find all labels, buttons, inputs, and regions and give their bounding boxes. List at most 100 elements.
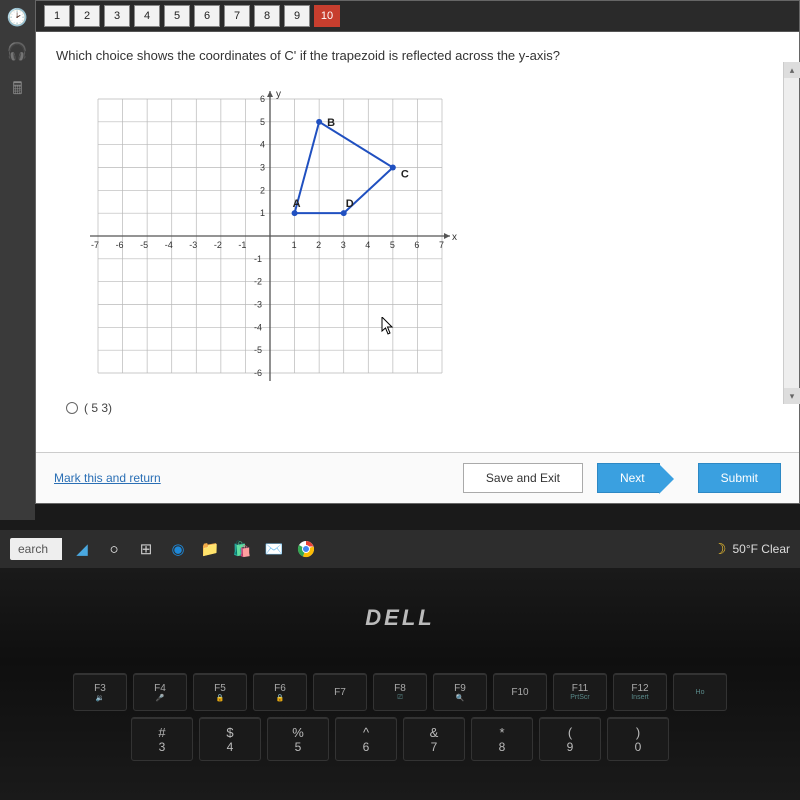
- explorer-icon[interactable]: 📁: [200, 539, 220, 559]
- svg-text:2: 2: [260, 185, 265, 195]
- svg-text:-2: -2: [214, 240, 222, 250]
- moon-icon: ☽: [713, 540, 726, 558]
- qnav-item-1[interactable]: 1: [44, 5, 70, 27]
- key-F6: F6🔒: [253, 673, 307, 711]
- store-icon[interactable]: 🛍️: [232, 539, 252, 559]
- svg-text:B: B: [327, 117, 335, 129]
- svg-text:6: 6: [260, 94, 265, 104]
- submit-button[interactable]: Submit: [698, 463, 781, 493]
- next-button[interactable]: Next: [597, 463, 660, 493]
- keyboard: F3🔉F4🎤F5🔒F6🔒F7F8⎚F9🔍F10F11PrtScrF12Inser…: [0, 665, 800, 775]
- key-7: &7: [403, 717, 465, 761]
- key-4: $4: [199, 717, 261, 761]
- answer-option[interactable]: ( 5 3): [66, 401, 779, 415]
- paint3d-icon[interactable]: ◢: [72, 539, 92, 559]
- edge-icon[interactable]: ◉: [168, 539, 188, 559]
- svg-text:1: 1: [292, 240, 297, 250]
- search-input[interactable]: earch: [10, 538, 62, 560]
- key-5: %5: [267, 717, 329, 761]
- svg-text:-3: -3: [189, 240, 197, 250]
- svg-text:-5: -5: [254, 345, 262, 355]
- question-text: Which choice shows the coordinates of C'…: [56, 48, 779, 63]
- svg-text:-7: -7: [91, 240, 99, 250]
- key-3: #3: [131, 717, 193, 761]
- question-nav: 12345678910: [36, 1, 799, 32]
- windows-taskbar: earch ◢ ○ ⊞ ◉ 📁 🛍️ ✉️ ☽ 50°F Clear: [0, 530, 800, 568]
- dell-logo: DELL: [365, 605, 434, 631]
- svg-text:y: y: [276, 89, 281, 100]
- svg-text:-1: -1: [254, 254, 262, 264]
- svg-text:D: D: [346, 198, 354, 210]
- left-toolbar: 🕑 🎧 🖩: [0, 0, 35, 520]
- qnav-item-3[interactable]: 3: [104, 5, 130, 27]
- key-F10: F10: [493, 673, 547, 711]
- svg-text:3: 3: [260, 163, 265, 173]
- key-F5: F5🔒: [193, 673, 247, 711]
- svg-text:-5: -5: [140, 240, 148, 250]
- save-exit-button[interactable]: Save and Exit: [463, 463, 583, 493]
- qnav-item-4[interactable]: 4: [134, 5, 160, 27]
- footer-buttons: Save and Exit Next Submit: [463, 463, 781, 493]
- weather-text: 50°F Clear: [733, 542, 791, 556]
- key-F3: F3🔉: [73, 673, 127, 711]
- qnav-item-10[interactable]: 10: [314, 5, 340, 27]
- taskview-icon[interactable]: ⊞: [136, 539, 156, 559]
- key-F12: F12Insert: [613, 673, 667, 711]
- svg-text:5: 5: [260, 117, 265, 127]
- qnav-item-9[interactable]: 9: [284, 5, 310, 27]
- cortana-icon[interactable]: ○: [104, 539, 124, 559]
- mark-return-link[interactable]: Mark this and return: [54, 471, 161, 485]
- chrome-icon[interactable]: [296, 539, 316, 559]
- key-8: *8: [471, 717, 533, 761]
- qnav-item-2[interactable]: 2: [74, 5, 100, 27]
- qnav-item-7[interactable]: 7: [224, 5, 250, 27]
- svg-text:7: 7: [439, 240, 444, 250]
- key-F9: F9🔍: [433, 673, 487, 711]
- key-F8: F8⎚: [373, 673, 427, 711]
- qnav-item-8[interactable]: 8: [254, 5, 280, 27]
- weather-widget[interactable]: ☽ 50°F Clear: [713, 540, 790, 558]
- svg-text:-1: -1: [238, 240, 246, 250]
- svg-text:x: x: [452, 232, 457, 243]
- scroll-up-icon[interactable]: ▴: [784, 62, 800, 78]
- svg-text:-2: -2: [254, 277, 262, 287]
- scrollbar[interactable]: ▴ ▾: [783, 62, 799, 404]
- quiz-window: 12345678910 ▴ ▾ Which choice shows the c…: [35, 0, 800, 504]
- svg-text:-3: -3: [254, 300, 262, 310]
- svg-text:-4: -4: [254, 322, 262, 332]
- key-fn: Ho: [673, 673, 727, 711]
- radio-icon[interactable]: [66, 402, 78, 414]
- answer-text: ( 5 3): [84, 401, 112, 415]
- svg-text:4: 4: [260, 140, 265, 150]
- key-0: )0: [607, 717, 669, 761]
- svg-text:C: C: [401, 169, 409, 181]
- qnav-item-5[interactable]: 5: [164, 5, 190, 27]
- taskbar-icons: ◢ ○ ⊞ ◉ 📁 🛍️ ✉️: [72, 539, 316, 559]
- svg-text:A: A: [293, 198, 301, 210]
- headphones-icon[interactable]: 🎧: [7, 42, 28, 62]
- svg-text:-6: -6: [254, 368, 262, 378]
- svg-text:6: 6: [414, 240, 419, 250]
- key-F7: F7: [313, 673, 367, 711]
- svg-text:3: 3: [341, 240, 346, 250]
- mail-icon[interactable]: ✉️: [264, 539, 284, 559]
- key-F4: F4🎤: [133, 673, 187, 711]
- svg-text:1: 1: [260, 208, 265, 218]
- svg-text:4: 4: [365, 240, 370, 250]
- grid-svg: x y -7 -6 -5 -4 -3 -2 -1 1 2 3 4 5 6 7 -6 -5 -4 -3 -2 -1 1 2 3 4 5…: [80, 81, 460, 391]
- qnav-item-6[interactable]: 6: [194, 5, 220, 27]
- key-6: ^6: [335, 717, 397, 761]
- svg-text:5: 5: [390, 240, 395, 250]
- svg-text:2: 2: [316, 240, 321, 250]
- footer-bar: Mark this and return Save and Exit Next …: [36, 452, 799, 503]
- svg-text:-6: -6: [116, 240, 124, 250]
- clock-icon[interactable]: 🕑: [7, 8, 28, 28]
- scroll-down-icon[interactable]: ▾: [784, 388, 800, 404]
- key-F11: F11PrtScr: [553, 673, 607, 711]
- taskbar-left: earch ◢ ○ ⊞ ◉ 📁 🛍️ ✉️: [10, 538, 316, 560]
- coordinate-chart: x y -7 -6 -5 -4 -3 -2 -1 1 2 3 4 5 6 7 -6 -5 -4 -3 -2 -1 1 2 3 4 5…: [80, 81, 460, 391]
- svg-text:-4: -4: [165, 240, 173, 250]
- calculator-icon[interactable]: 🖩: [12, 76, 22, 105]
- key-9: (9: [539, 717, 601, 761]
- content-area: ▴ ▾ Which choice shows the coordinates o…: [36, 32, 799, 452]
